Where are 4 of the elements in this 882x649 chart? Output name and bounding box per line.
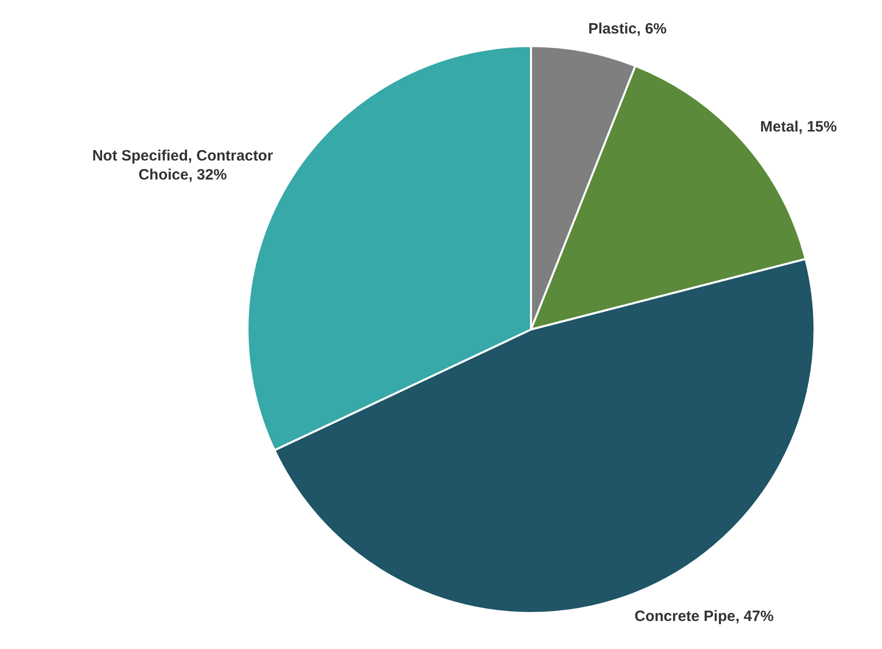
slice-label: Metal, 15% (760, 118, 837, 136)
slice-label: Plastic, 6% (588, 20, 667, 38)
slice-label: Not Specified, Contractor Choice, 32% (92, 147, 274, 184)
slice-label: Concrete Pipe, 47% (634, 608, 774, 626)
